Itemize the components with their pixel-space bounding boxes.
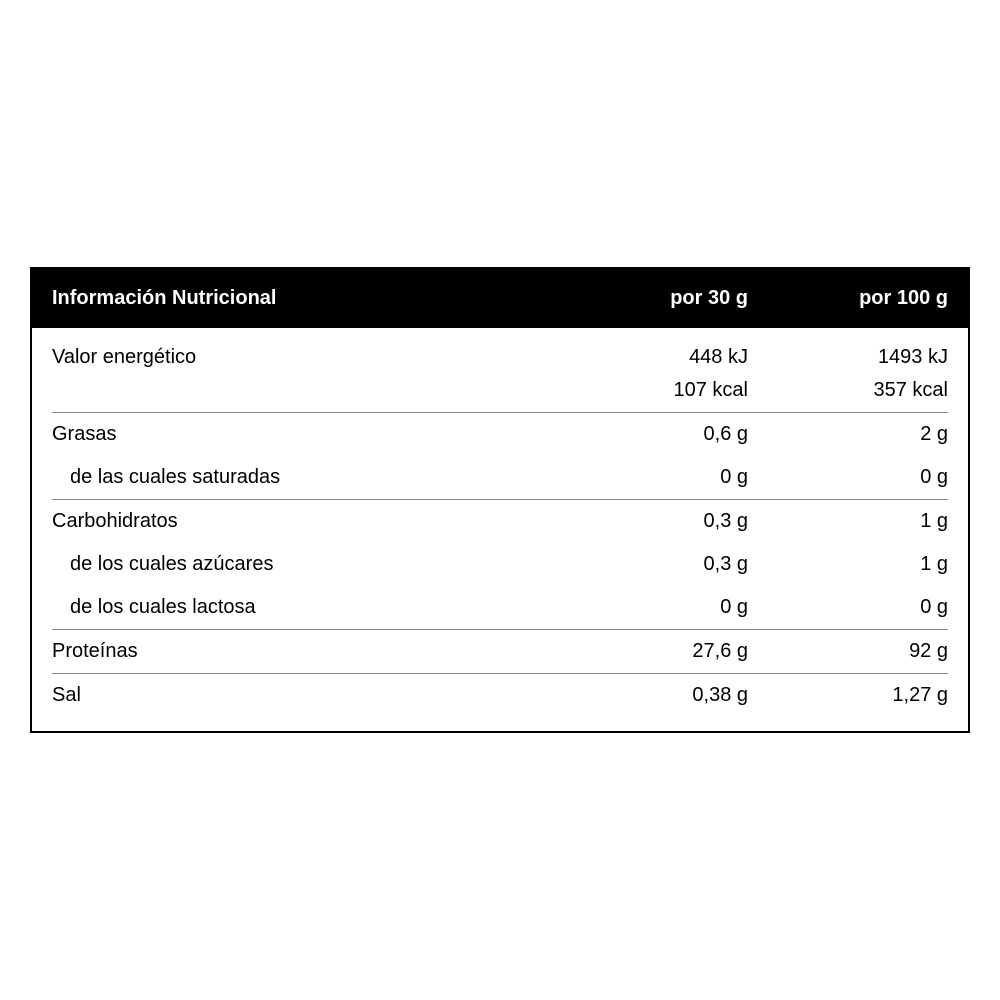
table-header-row: Información Nutricional por 30 g por 100… bbox=[32, 269, 968, 328]
row-label: Valor energético bbox=[52, 346, 548, 369]
row-value-1: 0,3 g bbox=[548, 510, 748, 533]
row-value-2: 1 g bbox=[748, 510, 948, 533]
row-value-1: 0,38 g bbox=[548, 684, 748, 707]
row-value-2: 1493 kJ bbox=[748, 346, 948, 369]
row-label: de los cuales azúcares bbox=[52, 553, 548, 576]
table-row: de las cuales saturadas0 g0 g bbox=[52, 456, 948, 499]
row-label: de los cuales lactosa bbox=[52, 596, 548, 619]
row-value-1: 0,6 g bbox=[548, 423, 748, 446]
table-row: 107 kcal357 kcal bbox=[52, 379, 948, 412]
header-col2: por 100 g bbox=[748, 287, 948, 310]
row-value-2: 1 g bbox=[748, 553, 948, 576]
table-row: Valor energético448 kJ1493 kJ bbox=[52, 336, 948, 379]
row-label: Grasas bbox=[52, 423, 548, 446]
table-row: de los cuales azúcares0,3 g1 g bbox=[52, 543, 948, 586]
row-value-2: 2 g bbox=[748, 423, 948, 446]
row-value-2: 0 g bbox=[748, 466, 948, 489]
header-title: Información Nutricional bbox=[52, 287, 548, 310]
table-row: Sal0,38 g1,27 g bbox=[52, 673, 948, 717]
row-value-2: 0 g bbox=[748, 596, 948, 619]
table-row: Carbohidratos0,3 g1 g bbox=[52, 499, 948, 543]
row-value-1: 0,3 g bbox=[548, 553, 748, 576]
row-value-1: 448 kJ bbox=[548, 346, 748, 369]
row-value-2: 92 g bbox=[748, 640, 948, 663]
row-label: Carbohidratos bbox=[52, 510, 548, 533]
table-body: Valor energético448 kJ1493 kJ107 kcal357… bbox=[32, 328, 968, 731]
row-value-1: 27,6 g bbox=[548, 640, 748, 663]
table-row: Proteínas27,6 g92 g bbox=[52, 629, 948, 673]
row-value-2: 357 kcal bbox=[748, 379, 948, 402]
row-value-1: 0 g bbox=[548, 466, 748, 489]
table-row: Grasas0,6 g2 g bbox=[52, 412, 948, 456]
row-label: Proteínas bbox=[52, 640, 548, 663]
row-value-2: 1,27 g bbox=[748, 684, 948, 707]
header-col1: por 30 g bbox=[548, 287, 748, 310]
nutrition-table: Información Nutricional por 30 g por 100… bbox=[30, 267, 970, 733]
row-label: de las cuales saturadas bbox=[52, 466, 548, 489]
table-row: de los cuales lactosa0 g0 g bbox=[52, 586, 948, 629]
row-value-1: 107 kcal bbox=[548, 379, 748, 402]
row-label: Sal bbox=[52, 684, 548, 707]
row-value-1: 0 g bbox=[548, 596, 748, 619]
